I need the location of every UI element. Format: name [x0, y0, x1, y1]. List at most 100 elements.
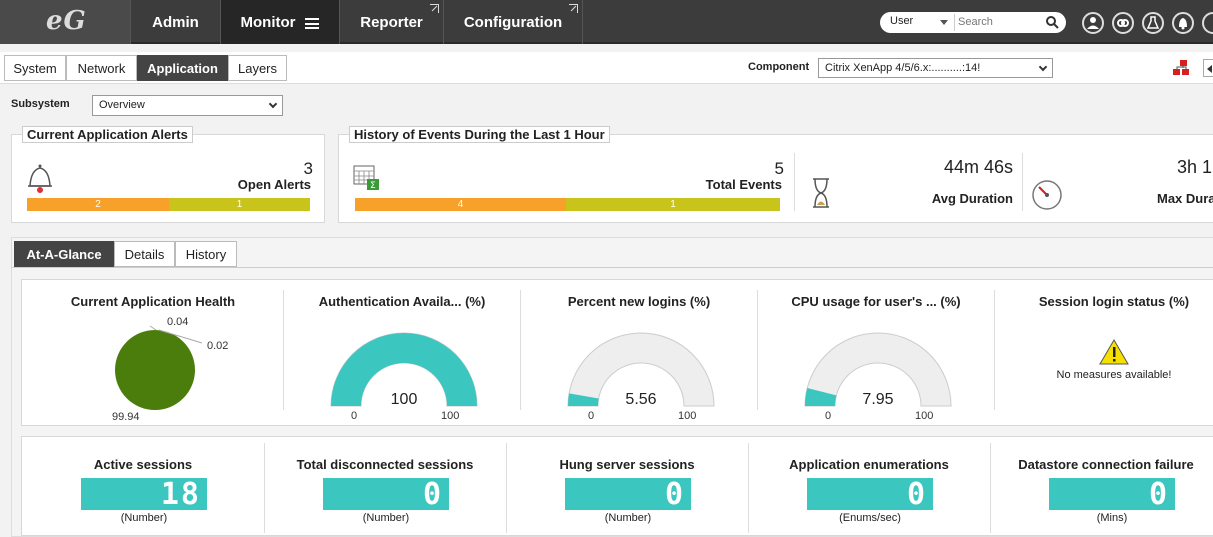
gauge-fill — [805, 387, 837, 406]
open-alerts-label: Open Alerts — [237, 177, 311, 192]
nav-tab-configuration[interactable]: Configuration — [443, 0, 583, 44]
gauge-title-1: Authentication Availa... (%) — [318, 294, 486, 309]
alerts-bar-critical[interactable]: 2 — [27, 198, 169, 211]
gauge-min-1: 0 — [351, 410, 358, 422]
tab-layers[interactable]: Layers — [228, 55, 287, 81]
avg-duration-value: 44m 46s — [943, 157, 1013, 177]
hourglass-icon — [813, 178, 829, 208]
max-duration-value: 3h 1 — [1177, 157, 1213, 177]
history-panel: History of Events During the Last 1 Hour… — [338, 126, 1213, 223]
divider — [994, 290, 995, 410]
counter-display-1[interactable]: 18 — [81, 477, 207, 512]
tab-system[interactable]: System — [4, 55, 66, 81]
gauge-max-2: 100 — [678, 410, 697, 422]
history-title: History of Events During the Last 1 Hour — [349, 126, 610, 143]
svg-text:Σ: Σ — [370, 181, 376, 191]
sub-navigation: System Network Application Layers Compon… — [0, 52, 1213, 84]
cpu-usage-gauge[interactable] — [803, 330, 953, 410]
topology-icon[interactable] — [1172, 59, 1190, 77]
eg-logo[interactable]: eG — [0, 0, 130, 44]
link-icon[interactable] — [1112, 12, 1134, 34]
tab-application[interactable]: Application — [137, 55, 228, 81]
counter-unit-4: (Enums/sec) — [839, 512, 901, 524]
total-events-label: Total Events — [705, 177, 782, 192]
divider — [1022, 153, 1023, 211]
counter-display-5[interactable]: 0 — [1049, 477, 1175, 512]
counter-unit-2: (Number) — [362, 512, 410, 524]
counter-display-4[interactable]: 0 — [807, 477, 933, 512]
divider — [748, 443, 749, 533]
session-status-title: Session login status (%) — [1038, 294, 1190, 309]
chevron-down-icon[interactable] — [940, 20, 948, 25]
tab-network[interactable]: Network — [66, 55, 137, 81]
chevron-down-icon — [268, 99, 278, 109]
gauge-max-3: 100 — [915, 410, 934, 422]
divider — [506, 443, 507, 533]
counter-title-2: Total disconnected sessions — [296, 457, 474, 472]
health-label-2: 0.02 — [207, 340, 229, 352]
open-alerts-count[interactable]: 3 — [303, 159, 313, 178]
auth-availability-gauge[interactable] — [329, 330, 479, 410]
health-pie-chart[interactable] — [92, 308, 262, 428]
nav-tab-monitor[interactable]: Monitor — [220, 0, 339, 44]
gauges-panel: Current Application Health 0.04 0.02 99.… — [21, 279, 1213, 426]
counter-title-1: Active sessions — [93, 457, 193, 472]
divider — [757, 290, 758, 410]
search-icon[interactable] — [1045, 15, 1059, 29]
counter-unit-1: (Number) — [120, 512, 168, 524]
no-measures-message: No measures available! — [1056, 369, 1172, 381]
nav-tab-admin[interactable]: Admin — [130, 0, 220, 44]
nav-tab-reporter[interactable]: Reporter — [339, 0, 443, 44]
alerts-bar-major[interactable]: 1 — [169, 198, 310, 211]
search-input[interactable] — [958, 14, 1044, 30]
gauge-title-2: Percent new logins (%) — [567, 294, 711, 309]
counter-title-3: Hung server sessions — [559, 457, 695, 472]
component-label: Component — [748, 61, 810, 73]
divider — [520, 290, 521, 410]
gauge-track — [567, 332, 715, 407]
flask-icon[interactable] — [1142, 12, 1164, 34]
warning-icon — [1099, 339, 1129, 365]
gauge-min-2: 0 — [588, 410, 595, 422]
counter-title-5: Datastore connection failure — [1018, 457, 1194, 472]
history-bar-major[interactable]: 1 — [566, 198, 780, 211]
component-select[interactable]: Citrix XenApp 4/5/6.x:..........:14! — [818, 58, 1053, 78]
gauge-value-2: 5.56 — [625, 391, 657, 408]
bell-icon[interactable] — [1172, 12, 1194, 34]
user-select[interactable]: User — [890, 15, 914, 27]
counter-display-3[interactable]: 0 — [565, 477, 691, 512]
counter-display-2[interactable]: 0 — [323, 477, 449, 512]
divider — [264, 443, 265, 533]
top-navigation: eG Admin Monitor Reporter Configuration … — [0, 0, 1213, 44]
health-title: Current Application Health — [70, 294, 236, 309]
tab-at-a-glance[interactable]: At-A-Glance — [14, 241, 114, 267]
collapse-button[interactable] — [1203, 59, 1213, 77]
bell-icon — [28, 164, 52, 193]
divider — [954, 14, 955, 31]
chevron-left-icon — [1207, 65, 1212, 73]
timer-icon — [1032, 180, 1062, 210]
divider — [990, 443, 991, 533]
new-logins-gauge[interactable] — [566, 330, 716, 410]
tab-details[interactable]: Details — [114, 241, 175, 267]
counter-unit-3: (Number) — [604, 512, 652, 524]
chevron-down-icon — [1038, 62, 1048, 72]
gauge-fill — [568, 393, 599, 406]
counters-panel: Active sessions 18 (Number) Total discon… — [21, 436, 1213, 536]
subsystem-select[interactable]: Overview — [92, 95, 283, 116]
total-events-count[interactable]: 5 — [774, 159, 784, 178]
subsystem-value: Overview — [99, 99, 145, 111]
tab-history[interactable]: History — [175, 241, 237, 267]
alerts-title: Current Application Alerts — [22, 126, 193, 143]
avg-duration-label: Avg Duration — [931, 191, 1013, 206]
subsystem-label: Subsystem — [11, 98, 70, 110]
power-icon[interactable] — [1202, 12, 1213, 34]
gauge-track — [804, 332, 952, 407]
user-icon[interactable] — [1082, 12, 1104, 34]
gauge-fill — [331, 333, 477, 406]
history-bar-critical[interactable]: 4 — [355, 198, 566, 211]
menu-icon[interactable] — [305, 17, 320, 29]
external-link-icon — [430, 4, 439, 13]
user-search-box: User — [880, 12, 1066, 33]
gauge-title-3: CPU usage for user's ... (%) — [791, 294, 961, 309]
